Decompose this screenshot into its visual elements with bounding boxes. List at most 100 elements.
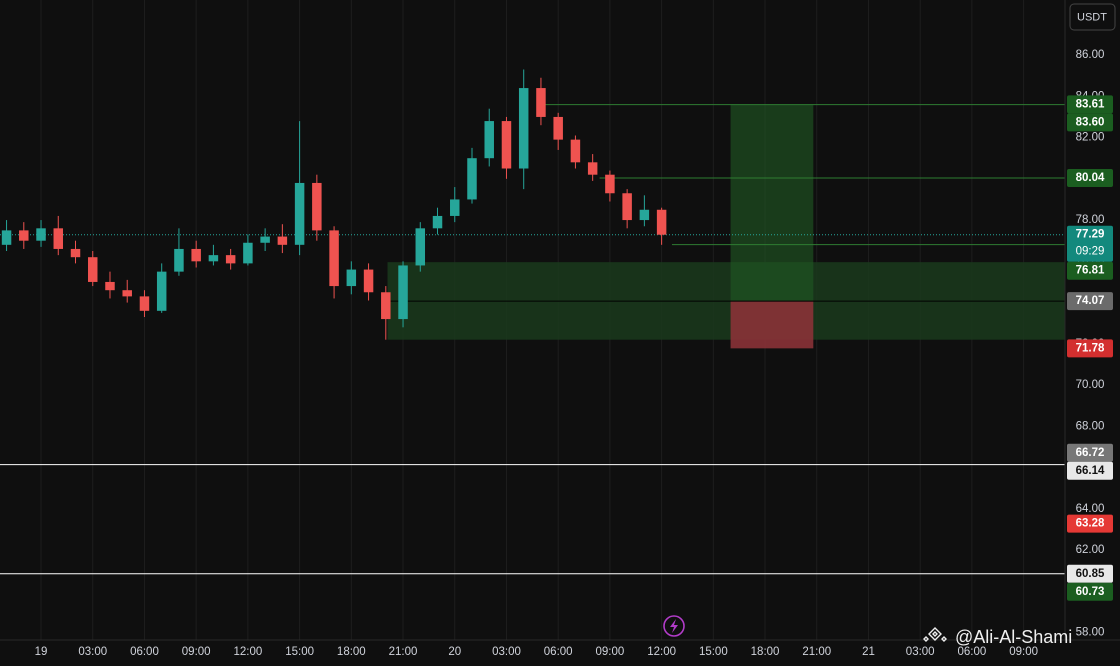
candle-body <box>1 230 12 245</box>
price-tag <box>1067 113 1113 132</box>
price-tag-label: 60.73 <box>1076 586 1105 598</box>
price-tag-label: 66.72 <box>1076 447 1105 459</box>
price-tag-label: 71.78 <box>1076 342 1105 354</box>
price-tag-label: 83.61 <box>1076 98 1105 110</box>
price-tag-label: 74.07 <box>1076 295 1105 307</box>
candle-body <box>639 209 650 221</box>
x-tick-label: 20 <box>448 646 461 658</box>
candle-body <box>208 255 219 262</box>
x-tick-label: 03:00 <box>492 646 521 658</box>
currency-box[interactable] <box>1069 3 1116 31</box>
y-tick-label: 64.00 <box>1076 503 1105 515</box>
candle-body <box>88 257 98 282</box>
candle-body <box>70 248 81 258</box>
watermark: @Ali-Al-Shami <box>955 627 1072 647</box>
candle-body <box>294 182 305 245</box>
price-tag <box>1067 339 1113 358</box>
candle-body <box>346 269 357 287</box>
price-tag <box>1067 261 1113 280</box>
x-tick-label: 06:00 <box>958 646 987 658</box>
x-tick-label: 09:00 <box>1009 646 1038 658</box>
candle-body <box>191 248 201 262</box>
x-tick-label: 21:00 <box>802 646 831 658</box>
x-tick-label: 03:00 <box>78 646 107 658</box>
y-tick-label: 70.00 <box>1076 379 1105 391</box>
candle-body <box>174 248 184 272</box>
x-tick-label: 06:00 <box>130 646 159 658</box>
candle-body <box>122 290 132 297</box>
logo <box>923 627 947 642</box>
x-tick-label: 09:00 <box>182 646 211 658</box>
price-tag-label: 83.60 <box>1076 116 1105 128</box>
x-tick-label: 18:00 <box>337 646 366 658</box>
candle-body <box>501 121 512 169</box>
candle-body <box>622 193 632 221</box>
candle-body <box>467 158 477 200</box>
price-tag <box>1067 225 1113 262</box>
y-tick-label: 82.00 <box>1076 132 1105 144</box>
price-tag-label: 77.29 <box>1076 229 1105 241</box>
x-tick-label: 15:00 <box>699 646 728 658</box>
candle-body <box>553 116 563 140</box>
price-tag <box>1067 564 1113 583</box>
candle-body <box>225 255 236 264</box>
y-tick-label: 78.00 <box>1076 214 1105 226</box>
currency[interactable]: USDT <box>1077 11 1107 23</box>
candle-body <box>605 174 615 194</box>
candle-body <box>277 236 288 245</box>
position-target <box>730 104 814 302</box>
candle-body <box>312 182 322 231</box>
candle-body <box>415 228 426 266</box>
candle-body <box>587 162 598 175</box>
y-tick-label: 58.00 <box>1076 627 1105 639</box>
x-tick-label: 15:00 <box>285 646 314 658</box>
x-tick-label: 18:00 <box>751 646 780 658</box>
candle-body <box>656 209 667 235</box>
y-tick-label: 62.00 <box>1076 544 1105 556</box>
countdown: 09:29 <box>1076 246 1105 258</box>
price-tag-label: 76.81 <box>1076 265 1105 277</box>
candle-body <box>19 230 29 241</box>
candle-body <box>484 121 494 159</box>
price-tag <box>1067 292 1113 311</box>
candle-body <box>139 296 150 311</box>
x-tick-label: 06:00 <box>544 646 573 658</box>
price-tag-label: 66.14 <box>1076 465 1105 477</box>
candle-body <box>381 292 391 320</box>
x-tick-label: 21:00 <box>389 646 418 658</box>
candle-body <box>156 271 167 311</box>
replay-bolt <box>670 619 678 633</box>
price-tag <box>1067 95 1113 114</box>
candle-body <box>243 242 253 264</box>
candle-body <box>105 281 115 291</box>
candle-body <box>398 265 408 320</box>
x-tick-label: 12:00 <box>647 646 676 658</box>
candle-body <box>260 236 270 243</box>
candle-body <box>450 199 460 216</box>
price-tag-label: 60.85 <box>1076 568 1105 580</box>
price-tag <box>1067 168 1113 187</box>
y-tick-label: 68.00 <box>1076 420 1105 432</box>
y-tick-label: 86.00 <box>1076 49 1105 61</box>
x-tick-label: 09:00 <box>596 646 625 658</box>
x-tick-label: 12:00 <box>234 646 263 658</box>
price-tag <box>1067 443 1113 462</box>
candle-body <box>518 88 529 169</box>
x-tick-label: 03:00 <box>906 646 935 658</box>
candle-body <box>53 228 64 249</box>
candle-body <box>36 228 46 241</box>
x-tick-label: 21 <box>862 646 875 658</box>
position-stop <box>730 301 814 349</box>
candle-body <box>536 88 546 117</box>
candle-body <box>570 139 581 163</box>
price-tag <box>1067 514 1113 533</box>
price-tag <box>1067 461 1113 480</box>
price-tag-label: 80.04 <box>1076 172 1105 184</box>
replay-icon[interactable] <box>663 615 685 637</box>
price-tag-label: 63.28 <box>1076 518 1105 530</box>
candle-body <box>329 230 339 287</box>
price-tag <box>1067 582 1113 601</box>
candle-body <box>432 215 443 229</box>
